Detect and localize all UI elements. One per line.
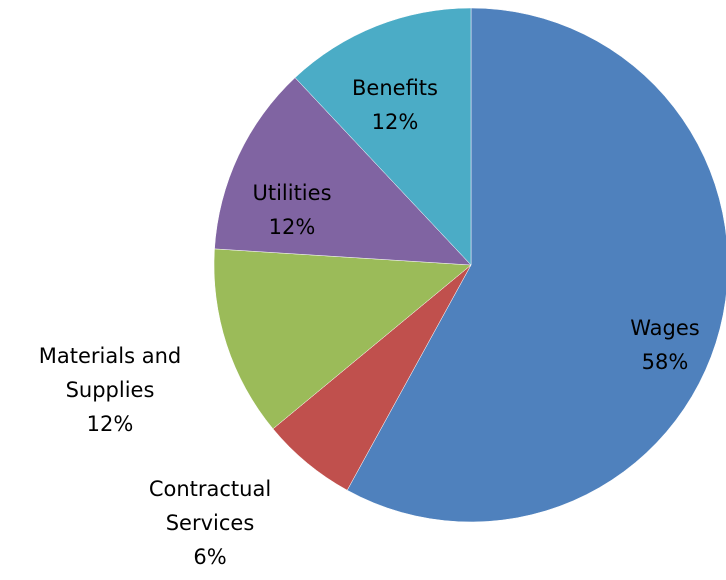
slice-label: Utilities 12% bbox=[222, 176, 362, 244]
category-label: Wages bbox=[630, 316, 700, 340]
value-label: 12% bbox=[86, 412, 134, 436]
category-label: Contractual Services bbox=[148, 477, 272, 535]
slice-label: Materials and Supplies 12% bbox=[0, 339, 220, 441]
value-label: 12% bbox=[268, 215, 316, 239]
pie-slice bbox=[346, 7, 726, 523]
value-label: 12% bbox=[371, 110, 419, 134]
pie-slice bbox=[294, 7, 472, 266]
category-label: Benefits bbox=[352, 76, 438, 100]
slice-label: Benefits 12% bbox=[325, 71, 465, 139]
slice-label: Wages 58% bbox=[605, 311, 725, 379]
category-label: Utilities bbox=[252, 181, 332, 205]
value-label: 58% bbox=[641, 350, 689, 374]
value-label: 6% bbox=[193, 545, 227, 569]
slice-label: Contractual Services 6% bbox=[110, 472, 310, 574]
pie-slice bbox=[214, 77, 472, 266]
pie-slice bbox=[213, 248, 472, 430]
category-label: Materials and Supplies bbox=[38, 344, 182, 402]
